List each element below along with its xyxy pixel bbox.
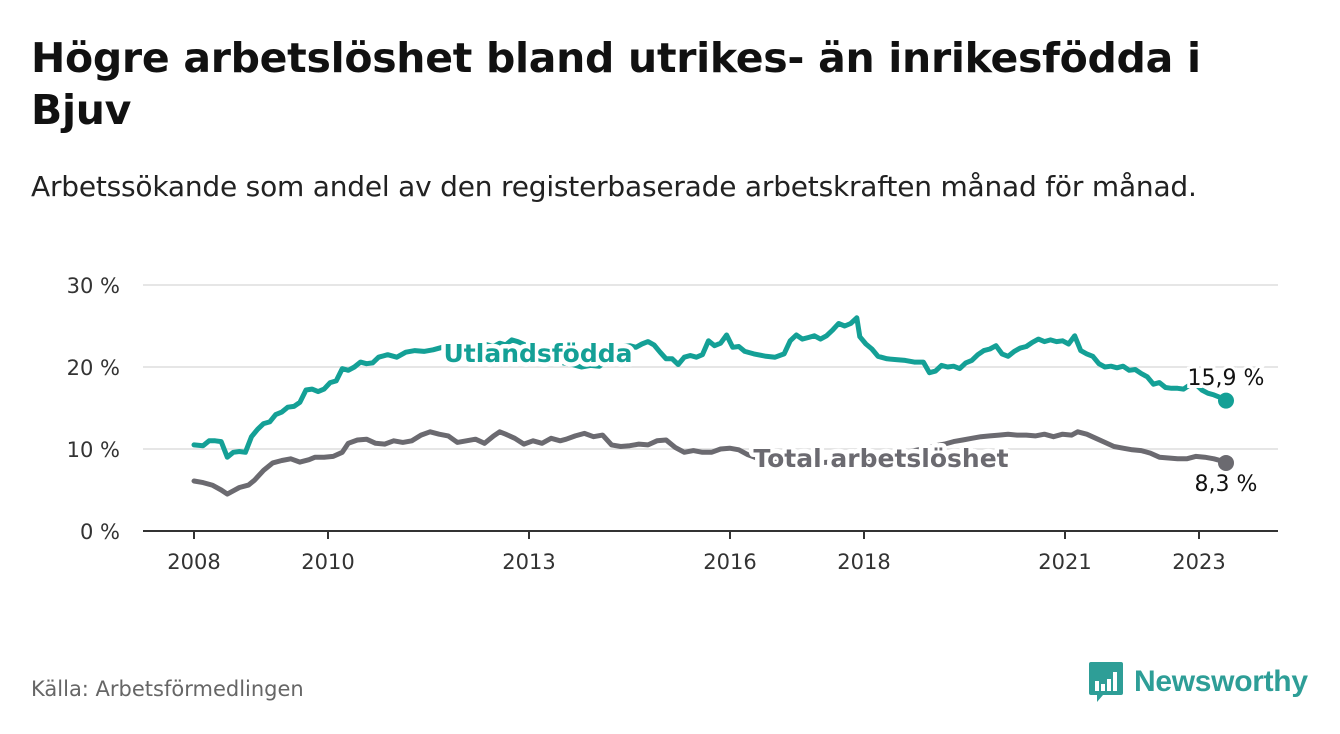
series-layer — [191, 315, 1234, 497]
x-tick-label: 2023 — [1172, 550, 1225, 574]
brand-name: Newsworthy — [1134, 665, 1308, 698]
y-tick-label: 10 % — [67, 438, 120, 462]
series-end-label-total: 8,3 % — [1195, 472, 1258, 497]
x-tick-label: 2018 — [837, 550, 890, 574]
x-tick-label: 2013 — [502, 550, 555, 574]
series-line-total — [191, 429, 1229, 497]
series-line-foreign_born — [191, 315, 1229, 460]
page-subtitle: Arbetssökande som andel av den registerb… — [31, 170, 1197, 203]
line-chart: 0 % 10 % 20 % 30 % 2008 2010 2013 2016 2018 2021 2… — [67, 274, 1278, 574]
page-title: Högre arbetslöshet bland utrikes- än inr… — [31, 34, 1201, 134]
x-tick-label: 2021 — [1038, 550, 1091, 574]
source-note: Källa: Arbetsförmedlingen — [31, 677, 304, 701]
x-tick-label: 2008 — [167, 550, 220, 574]
brand-logo-block[interactable]: Newsworthy — [1088, 660, 1308, 704]
newsworthy-logo-icon — [1089, 662, 1123, 702]
y-tick-label: 30 % — [67, 274, 120, 298]
series-end-marker-total — [1218, 454, 1234, 471]
series-annotation-total: Total arbetslöshet — [753, 444, 1008, 473]
y-tick-label: 0 % — [80, 520, 120, 544]
label-layer: 15,9 % 8,3 % Utlandsfödda Total arbetslöshe… — [439, 335, 1267, 501]
grid-layer — [143, 284, 1278, 450]
x-tick-label: 2016 — [703, 550, 756, 574]
series-end-label-foreign_born: 15,9 % — [1188, 366, 1265, 391]
y-tick-label: 20 % — [67, 356, 120, 380]
series-annotation-foreign_born: Utlandsfödda — [444, 339, 633, 368]
series-end-marker-foreign_born — [1218, 392, 1234, 409]
axis-layer: 0 % 10 % 20 % 30 % 2008 2010 2013 2016 2018 2021 2… — [67, 274, 1278, 574]
x-tick-label: 2010 — [301, 550, 354, 574]
